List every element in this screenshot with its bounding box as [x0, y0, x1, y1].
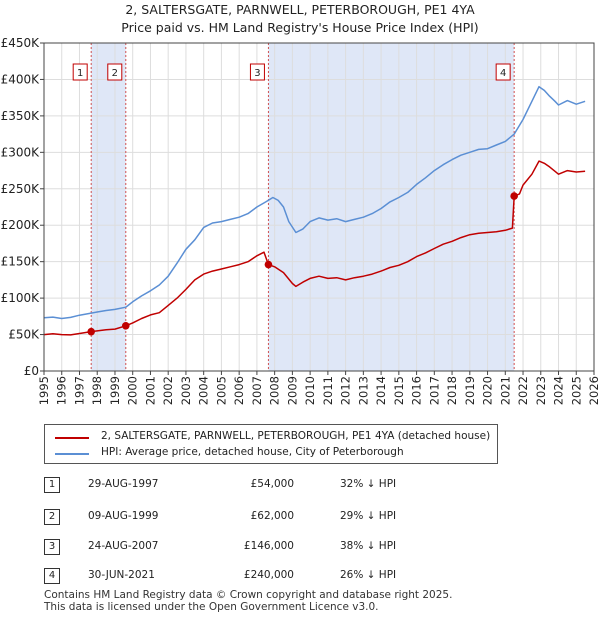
transaction-row: 1 29-AUG-1997 £54,000 32% ↓ HPI: [44, 475, 564, 495]
x-tick-label: 2002: [161, 376, 175, 405]
sale-label-text: 3: [254, 68, 260, 79]
transaction-row: 4 30-JUN-2021 £240,000 26% ↓ HPI: [44, 566, 564, 586]
sale-label-text: 2: [112, 68, 118, 79]
x-tick-label: 2023: [534, 376, 548, 405]
transaction-price: £146,000: [243, 540, 294, 552]
chart-subtitle: Price paid vs. HM Land Registry's House …: [121, 20, 479, 35]
x-tick-label: 2003: [179, 376, 193, 405]
transaction-date: 09-AUG-1999: [88, 510, 159, 522]
y-tick-label: £0: [24, 364, 39, 378]
transaction-date: 29-AUG-1997: [88, 478, 159, 490]
transaction-date: 30-JUN-2021: [88, 569, 155, 581]
x-tick-label: 2020: [481, 376, 495, 405]
footer: Contains HM Land Registry data © Crown c…: [44, 589, 452, 613]
legend-red-label: 2, SALTERSGATE, PARNWELL, PETERBOROUGH, …: [101, 430, 491, 442]
x-tick-label: 2005: [214, 376, 228, 405]
transaction-price: £62,000: [250, 510, 294, 522]
y-tick-label: £350K: [1, 109, 41, 123]
x-tick-label: 2016: [410, 376, 424, 405]
x-tick-label: 2006: [232, 376, 246, 405]
x-tick-label: 2014: [374, 376, 388, 405]
x-tick-label: 2000: [126, 376, 140, 405]
sale-point: [510, 192, 518, 200]
sale-point: [121, 322, 130, 330]
sale-label-text: 1: [77, 68, 83, 79]
legend-blue-label: HPI: Average price, detached house, City…: [101, 446, 404, 458]
x-tick-label: 2024: [552, 376, 566, 405]
x-tick-label: 1996: [55, 376, 69, 405]
legend-item-blue: HPI: Average price, detached house, City…: [45, 445, 497, 461]
transaction-price: £240,000: [243, 569, 294, 581]
transaction-hpi: 32% ↓ HPI: [340, 478, 397, 490]
transaction-price: £54,000: [250, 478, 294, 490]
legend-red-swatch: [55, 437, 89, 439]
x-tick-label: 2025: [569, 376, 583, 405]
x-tick-label: 2026: [587, 376, 600, 405]
footer-license: This data is licensed under the Open Gov…: [44, 601, 379, 613]
y-tick-label: £300K: [1, 145, 41, 159]
sale-point: [264, 260, 273, 269]
legend: 2, SALTERSGATE, PARNWELL, PETERBOROUGH, …: [44, 424, 498, 464]
x-tick-label: 1997: [72, 376, 86, 405]
chart-title: 2, SALTERSGATE, PARNWELL, PETERBOROUGH, …: [125, 2, 475, 17]
sale-label-box: [249, 63, 265, 81]
x-tick-label: 2010: [303, 376, 317, 405]
y-tick-label: £400K: [1, 72, 41, 86]
price-chart: 1 2 3 4 £0 £50K £100K £150K £200K £250K £300K £350…: [1, 36, 600, 405]
transaction-row: 3 24-AUG-2007 £146,000 38% ↓ HPI: [44, 537, 564, 557]
x-tick-label: 2007: [250, 376, 264, 405]
x-tick-label: 2009: [285, 376, 299, 405]
x-tick-label: 2021: [498, 376, 512, 405]
x-tick-label: 2012: [339, 376, 353, 405]
transaction-hpi: 38% ↓ HPI: [340, 540, 397, 552]
x-tick-label: 2008: [268, 376, 282, 405]
x-tick-label: 2022: [516, 376, 530, 405]
transaction-hpi: 29% ↓ HPI: [340, 510, 397, 522]
y-tick-label: £450K: [1, 36, 41, 50]
x-tick-label: 1999: [108, 376, 122, 405]
y-tick-label: £200K: [1, 218, 41, 232]
transaction-number: 2: [44, 509, 60, 525]
x-tick-label: 2019: [463, 376, 477, 405]
plot-frame: [43, 42, 595, 372]
x-tick-label: 2004: [197, 376, 211, 405]
sale-label-box: [107, 63, 123, 81]
transaction-number: 1: [44, 477, 60, 493]
transaction-date: 24-AUG-2007: [88, 540, 159, 552]
transaction-hpi: 26% ↓ HPI: [340, 569, 397, 581]
sale-label-box: [72, 63, 88, 81]
x-tick-label: 2017: [427, 376, 441, 405]
y-tick-label: £150K: [1, 255, 41, 269]
price-paid-line: [43, 160, 586, 336]
x-tick-label: 1995: [37, 376, 51, 405]
y-tick-label: £100K: [1, 291, 41, 305]
transaction-row: 2 09-AUG-1999 £62,000 29% ↓ HPI: [44, 507, 564, 527]
legend-blue-swatch: [55, 453, 89, 455]
legend-item-red: 2, SALTERSGATE, PARNWELL, PETERBOROUGH, …: [45, 429, 497, 445]
x-tick-label: 1998: [90, 376, 104, 405]
y-tick-label: £250K: [1, 182, 41, 196]
footer-copyright: Contains HM Land Registry data © Crown c…: [44, 589, 453, 601]
shaded-period: [91, 43, 126, 371]
hpi-line: [43, 85, 586, 320]
transaction-number: 4: [44, 568, 60, 584]
transaction-number: 3: [44, 539, 60, 555]
sale-label-text: 4: [500, 68, 506, 79]
y-tick-label: £50K: [8, 328, 40, 342]
x-tick-label: 2011: [321, 376, 335, 405]
shaded-period: [268, 43, 515, 371]
x-tick-label: 2015: [392, 376, 406, 405]
x-tick-label: 2018: [445, 376, 459, 405]
sale-point: [87, 327, 95, 336]
x-tick-label: 2013: [356, 376, 370, 405]
sale-label-box: [495, 63, 511, 81]
x-tick-label: 2001: [143, 376, 157, 405]
